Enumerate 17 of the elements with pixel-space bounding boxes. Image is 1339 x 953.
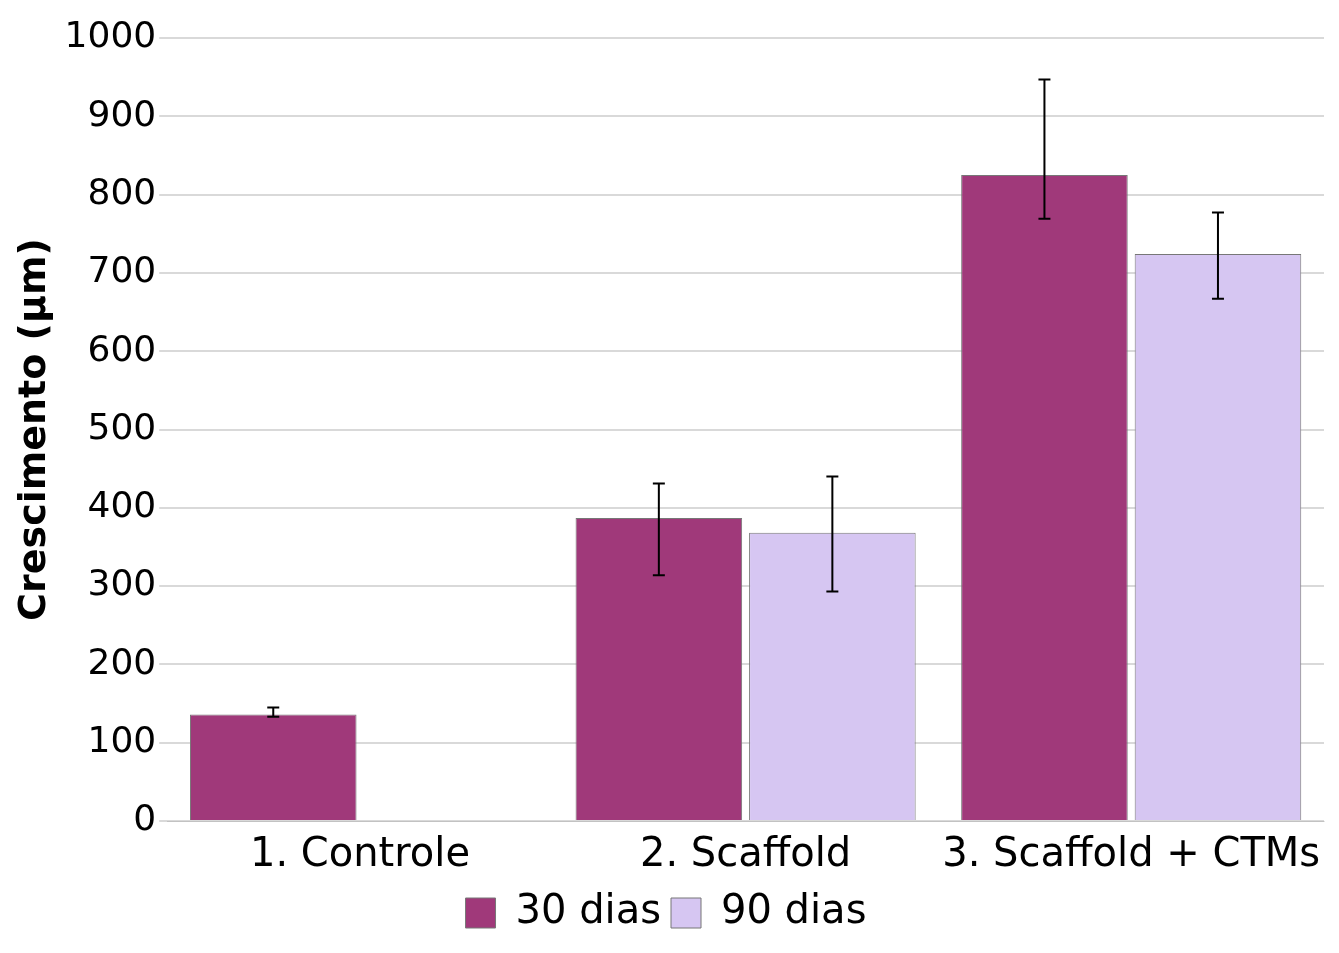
y-tick-label: 0 (133, 797, 157, 839)
y-tick-label: 500 (87, 405, 157, 447)
y-axis-title: Crescimento (µm) (9, 238, 54, 621)
y-tick-label: 800 (87, 170, 157, 212)
y-tick-label: 200 (87, 640, 157, 682)
legend-label: 30 dias (515, 886, 661, 933)
x-tick-label: 1. Controle (249, 829, 471, 876)
y-tick-label: 1000 (64, 14, 157, 56)
y-tick-label: 600 (87, 327, 157, 369)
y-tick-label: 700 (87, 249, 157, 291)
y-tick-label: 400 (87, 484, 157, 526)
y-tick-label: 300 (87, 562, 157, 604)
y-tick-label: 100 (87, 719, 157, 761)
legend-label: 90 dias (721, 886, 867, 933)
x-tick-label: 2. Scaffold (639, 829, 852, 876)
x-tick-label: 3. Scaffold + CTMs (942, 829, 1321, 876)
y-tick-label: 900 (87, 92, 157, 134)
